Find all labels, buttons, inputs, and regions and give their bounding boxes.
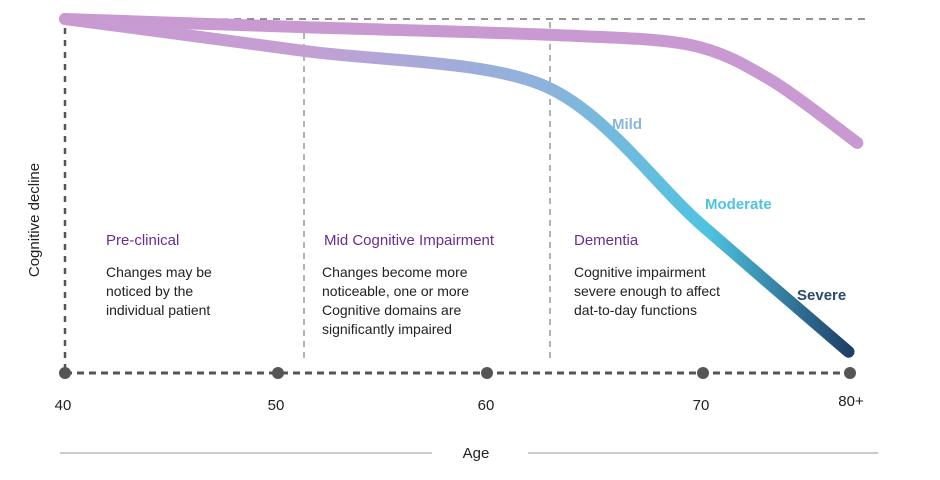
phase-desc-line: noticeable, one or more	[322, 283, 469, 299]
tick-dot-50	[272, 367, 284, 379]
phase-desc-line: individual patient	[106, 302, 210, 318]
tick-label-80-plus: 80+	[838, 393, 864, 410]
phase-desc-line: severe enough to affect	[574, 283, 720, 299]
phase-desc-line: Changes become more	[322, 264, 468, 280]
x-axis-label: Age	[463, 445, 490, 462]
tick-label-60: 60	[478, 397, 495, 414]
phase-desc-line: Changes may be	[106, 264, 212, 280]
phase-desc-line: Cognitive domains are	[322, 302, 462, 318]
phase-title: Mid Cognitive Impairment	[324, 232, 495, 249]
stage-label-severe: Severe	[797, 287, 846, 304]
phase-mci: Mid Cognitive Impairment Changes become …	[322, 232, 495, 337]
phase-desc-line: dat-to-day functions	[574, 302, 697, 318]
healthy-aging-curve	[59, 13, 864, 149]
tick-label-70: 70	[693, 397, 710, 414]
tick-dot-40	[59, 367, 71, 379]
phase-desc-line: significantly impaired	[322, 321, 452, 337]
tick-label-40: 40	[55, 397, 72, 414]
tick-dot-70	[697, 367, 709, 379]
phase-title: Dementia	[574, 232, 639, 249]
phase-desc-line: Cognitive impairment	[574, 264, 706, 280]
phase-dementia: Dementia Cognitive impairment severe eno…	[574, 232, 720, 318]
y-axis-label: Cognitive decline	[26, 163, 43, 277]
stage-label-moderate: Moderate	[705, 196, 772, 213]
tick-dot-60	[481, 367, 493, 379]
phase-preclinical: Pre-clinical Changes may be noticed by t…	[106, 232, 212, 318]
tick-label-50: 50	[268, 397, 285, 414]
stage-label-mild: Mild	[612, 116, 642, 133]
phase-desc-line: noticed by the	[106, 283, 193, 299]
dementia-decline-curve	[59, 13, 855, 358]
phase-title: Pre-clinical	[106, 232, 179, 249]
tick-dot-80	[844, 367, 856, 379]
